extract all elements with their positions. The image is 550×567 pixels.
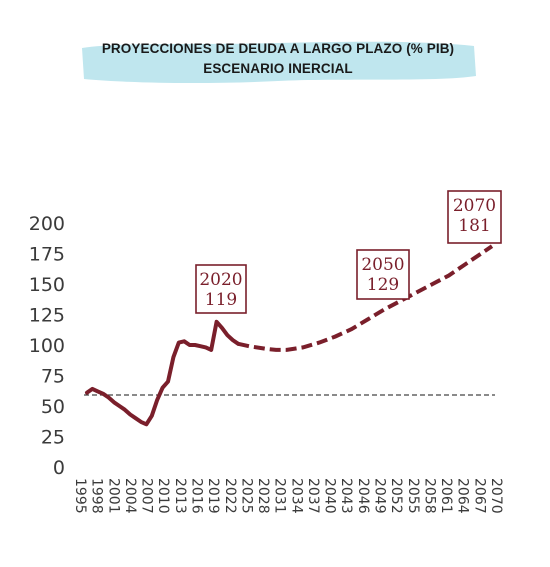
y-tick-label: 150	[29, 274, 65, 296]
y-tick-label: 175	[29, 244, 65, 266]
title-brush-highlight	[82, 41, 476, 84]
annotation-value: 181	[458, 216, 490, 236]
x-tick-label: 2037	[305, 478, 321, 514]
x-tick-label: 2004	[122, 478, 138, 514]
x-tick-label: 2052	[388, 478, 404, 514]
x-tick-label: 2058	[421, 478, 437, 514]
series-projection-line	[237, 244, 494, 352]
chart-title-line-2: ESCENARIO INERCIAL	[203, 61, 353, 76]
series-historical-line	[85, 319, 241, 427]
x-tick-label: 2007	[139, 478, 155, 514]
x-tick-label: 2061	[438, 478, 454, 514]
x-axis: 1995 1998 2001 2004 2007 2010 2013 2016 2019 2022…	[72, 478, 504, 514]
x-tick-label: 2055	[405, 478, 421, 514]
x-tick-label: 2019	[205, 478, 221, 514]
x-tick-label: 2022	[222, 478, 238, 514]
y-tick-label: 125	[29, 305, 65, 327]
y-tick-label: 200	[29, 213, 65, 235]
x-tick-label: 1995	[72, 478, 88, 514]
x-tick-label: 2049	[372, 478, 388, 514]
x-tick-label: 2064	[455, 478, 471, 514]
annotation-year: 2020	[199, 270, 242, 290]
x-tick-label: 2043	[338, 478, 354, 514]
x-tick-label: 2046	[355, 478, 371, 514]
chart-title: PROYECCIONES DE DEUDA A LARGO PLAZO (% P…	[78, 36, 478, 86]
y-tick-label: 100	[29, 335, 65, 357]
x-tick-label: 2001	[105, 478, 121, 514]
y-tick-label: 50	[41, 396, 65, 418]
y-tick-label: 25	[41, 427, 65, 449]
annotation-year: 2050	[361, 255, 404, 275]
annotation-year: 2070	[453, 196, 496, 216]
y-axis: 0 25 50 75 100 125 150 175 200	[29, 213, 65, 479]
annotation-value: 119	[205, 290, 237, 310]
x-tick-label: 2016	[188, 478, 204, 514]
x-tick-label: 1998	[89, 478, 105, 514]
x-tick-label: 2025	[238, 478, 254, 514]
x-tick-label: 2040	[322, 478, 338, 514]
y-tick-label: 0	[53, 457, 65, 479]
x-tick-label: 2031	[272, 478, 288, 514]
y-tick-label: 75	[41, 366, 65, 388]
x-tick-label: 2010	[155, 478, 171, 514]
x-tick-label: 2034	[288, 478, 304, 514]
x-tick-label: 2028	[255, 478, 271, 514]
x-tick-label: 2070	[488, 478, 504, 514]
x-tick-label: 2013	[172, 478, 188, 514]
chart-title-line-1: PROYECCIONES DE DEUDA A LARGO PLAZO (% P…	[101, 41, 455, 56]
annotation-value: 129	[367, 275, 399, 295]
x-tick-label: 2067	[471, 478, 487, 514]
